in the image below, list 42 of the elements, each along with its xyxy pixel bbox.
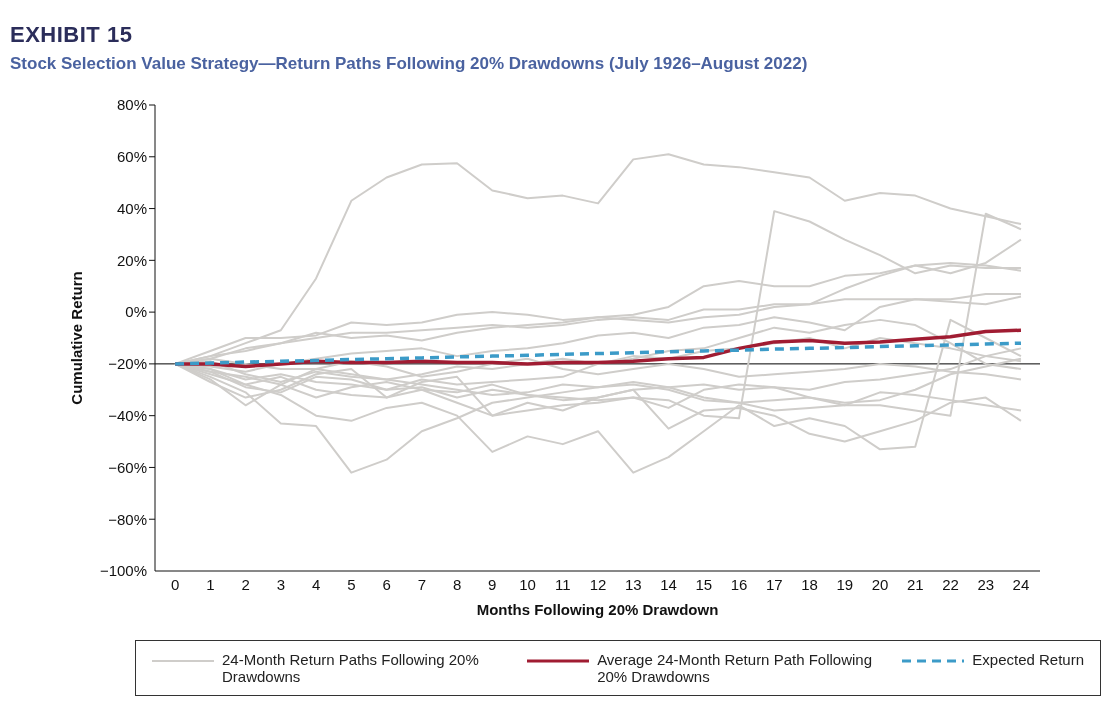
x-tick-label: 15: [695, 575, 713, 593]
x-tick-label: 19: [836, 575, 854, 593]
y-tick-label: 0%: [125, 303, 147, 321]
x-tick-label: 17: [765, 575, 783, 593]
y-axis-title: Cumulative Return: [68, 271, 86, 405]
x-axis-title: Months Following 20% Drawdown: [476, 601, 719, 618]
x-tick-label: 21: [906, 575, 924, 593]
x-tick-label: 16: [730, 575, 748, 593]
legend-label: 24-Month Return Paths Following 20% Drawdowns: [222, 651, 480, 685]
y-tick-label: −20%: [108, 355, 147, 373]
x-tick-label: 1: [206, 575, 215, 593]
legend-label: Average 24-Month Return Path Following 20% Drawdowns: [597, 651, 874, 685]
y-tick-label: −80%: [108, 510, 147, 528]
y-tick-label: 20%: [116, 251, 147, 269]
x-tick-label: 9: [488, 575, 497, 593]
x-tick-label: 4: [311, 575, 321, 593]
y-tick-label: −100%: [99, 562, 147, 580]
chart-title: EXHIBIT 15: [10, 21, 134, 48]
x-tick-label: 2: [241, 575, 250, 593]
x-tick-label: 14: [660, 575, 677, 593]
x-tick-label: 18: [801, 575, 818, 593]
x-tick-label: 3: [276, 575, 285, 593]
x-tick-label: 8: [452, 575, 462, 593]
y-tick-label: 60%: [116, 148, 147, 166]
y-tick-label: 40%: [116, 199, 147, 217]
x-tick-label: 13: [624, 575, 642, 593]
x-tick-label: 20: [871, 575, 889, 593]
x-tick-label: 0: [170, 575, 180, 593]
x-tick-label: 22: [942, 575, 959, 593]
legend-label: Expected Return: [972, 651, 1085, 668]
x-tick-label: 24: [1012, 575, 1030, 593]
chart-subtitle: Stock Selection Value Strategy—Return Paths Following 20% Drawdowns (July 1926–August 2022): [10, 54, 809, 74]
x-tick-label: 5: [347, 575, 356, 593]
x-tick-label: 10: [519, 575, 536, 593]
x-tick-label: 11: [554, 575, 571, 593]
x-tick-label: 6: [382, 575, 391, 593]
y-tick-label: −40%: [108, 406, 147, 424]
y-tick-label: −60%: [108, 458, 147, 476]
y-tick-label: 80%: [116, 96, 147, 114]
x-tick-label: 23: [977, 575, 995, 593]
x-tick-label: 12: [589, 575, 607, 593]
x-tick-label: 7: [417, 575, 426, 593]
